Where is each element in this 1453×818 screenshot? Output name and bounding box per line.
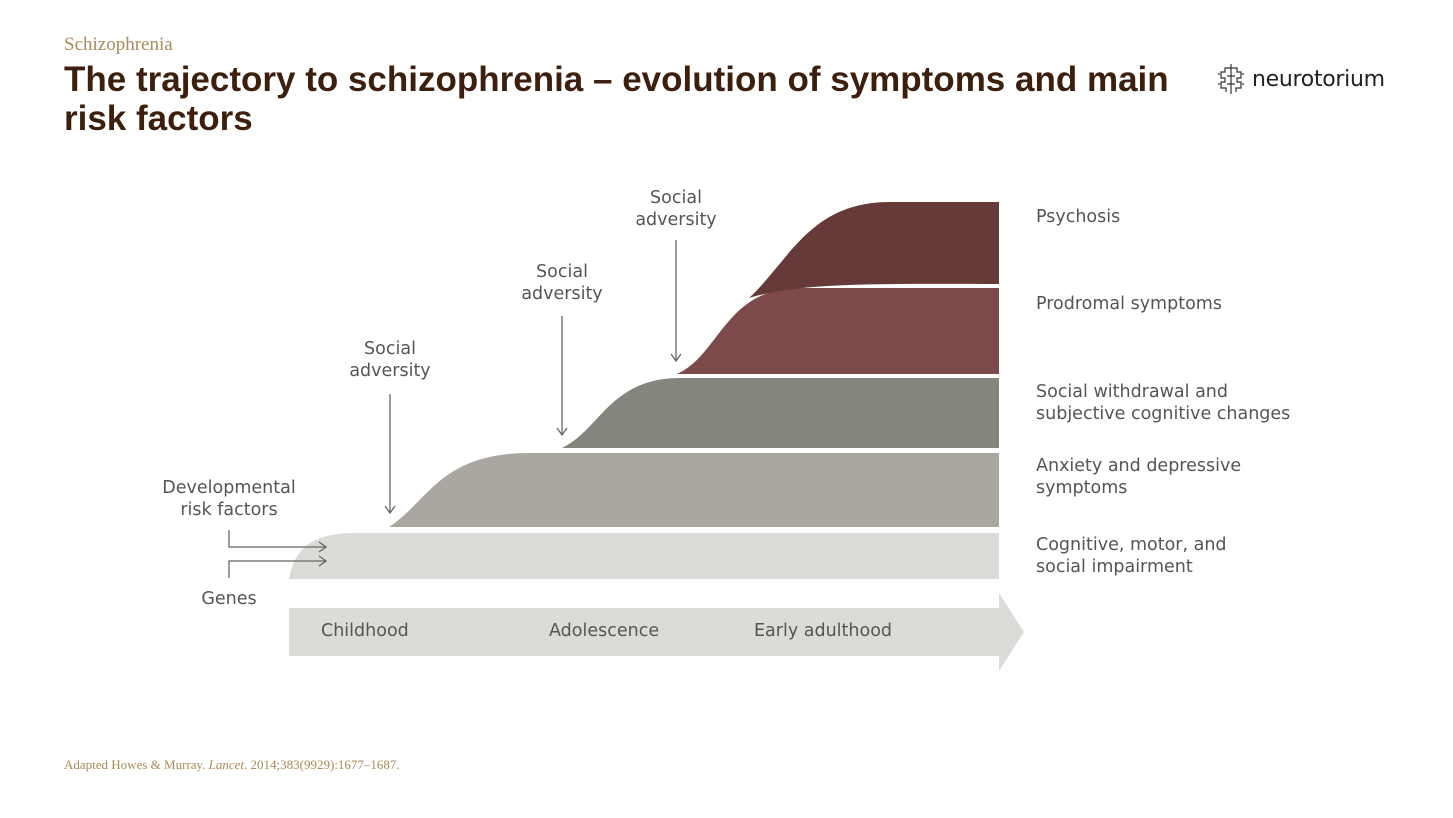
stage-band-psychosis (749, 202, 999, 298)
stage-label-psychosis: Psychosis (1036, 207, 1121, 227)
timeline-label-childhood: Childhood (321, 621, 409, 641)
genes-arrow (228, 555, 328, 578)
stage-label-anxiety: Anxiety and depressive symptoms (1036, 456, 1242, 498)
social-adversity-arrow-1 (384, 394, 396, 515)
timeline-arrow (289, 593, 1024, 671)
stage-band-cognitive (289, 533, 999, 579)
citation-journal: Lancet (208, 757, 245, 772)
citation-prefix: Adapted Howes & Murray. (64, 757, 209, 772)
timeline-label-early-adulthood: Early adulthood (754, 621, 893, 641)
social-adversity-arrow-3 (670, 240, 682, 363)
category-label: Schizophrenia (64, 34, 173, 55)
logo-text: neurotorium (1252, 66, 1385, 92)
stage-band-anxiety (389, 453, 999, 527)
stage-band-prodromal (677, 288, 999, 374)
stage-band-withdrawal (562, 378, 999, 448)
citation: Adapted Howes & Murray. Lancet. 2014;383… (64, 757, 400, 773)
logo: neurotorium (1216, 62, 1385, 96)
neurotorium-logo-icon (1218, 64, 1244, 94)
social-adversity-arrow-2 (556, 316, 568, 437)
social-adversity-label-2: Social adversity (521, 262, 603, 304)
social-adversity-label-1: Social adversity (349, 339, 431, 381)
stage-label-prodromal: Prodromal symptoms (1036, 294, 1222, 314)
citation-suffix: . 2014;383(9929):1677–1687. (244, 757, 400, 772)
timeline-label-adolescence: Adolescence (549, 621, 660, 641)
page-title: The trajectory to schizophrenia – evolut… (64, 60, 1169, 138)
social-adversity-label-3: Social adversity (635, 188, 717, 230)
stage-label-cognitive: Cognitive, motor, and social impairment (1036, 535, 1227, 577)
genes-label: Genes (201, 589, 257, 609)
stage-label-withdrawal: Social withdrawal and subjective cogniti… (1036, 382, 1291, 424)
developmental-risk-arrow (228, 530, 328, 553)
developmental-risk-label: Developmental risk factors (162, 478, 296, 520)
